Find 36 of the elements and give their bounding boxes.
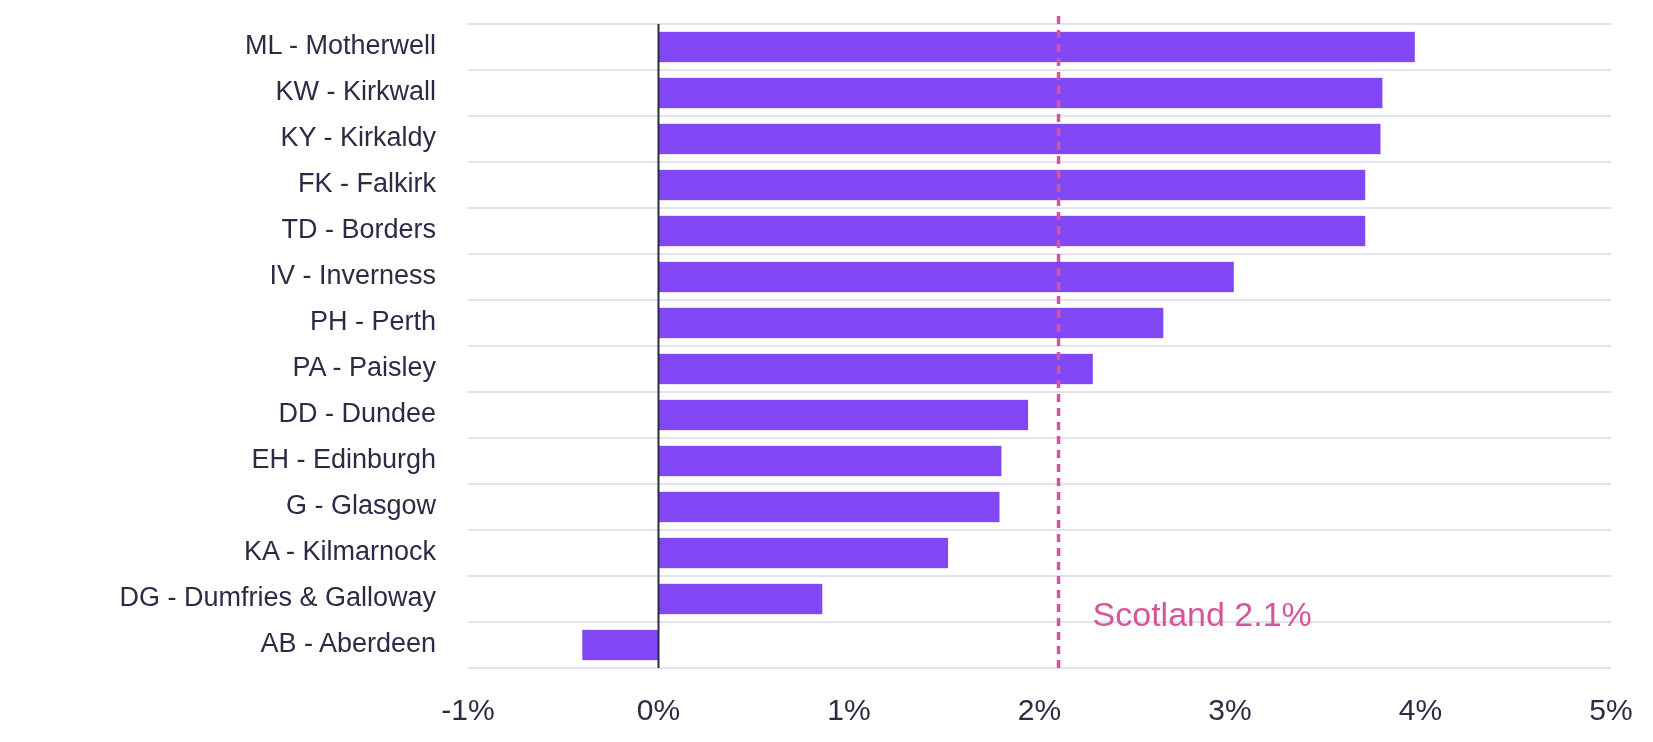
y-tick-label: ML - Motherwell: [244, 30, 436, 61]
bar: [658, 261, 1234, 293]
y-tick-label: TD - Borders: [281, 214, 436, 245]
bar: [582, 629, 659, 661]
ref-line-label: Scotland 2.1%: [1092, 594, 1312, 633]
y-tick-label: FK - Falkirk: [298, 168, 437, 199]
x-tick-label: 0%: [636, 693, 681, 726]
bar: [658, 215, 1366, 247]
x-tick-label: 2%: [1017, 693, 1062, 726]
y-tick-label: PA - Paisley: [292, 352, 437, 383]
y-tick-label: AB - Aberdeen: [260, 628, 436, 659]
bar: [658, 537, 949, 569]
y-tick-label: DG - Dumfries & Galloway: [119, 582, 437, 613]
bar: [658, 123, 1381, 155]
x-tick-label: 1%: [827, 693, 871, 726]
x-tick-label: 5%: [1589, 693, 1633, 726]
bar: [658, 31, 1415, 63]
y-tick-label: IV - Inverness: [269, 260, 436, 291]
y-tick-label: EH - Edinburgh: [251, 444, 436, 475]
bar: [658, 77, 1383, 109]
bar: [658, 399, 1029, 431]
y-tick-label: KA - Kilmarnock: [243, 536, 437, 567]
y-tick-label: KY - Kirkaldy: [280, 122, 437, 153]
bar: [658, 445, 1002, 477]
y-tick-label: PH - Perth: [309, 306, 436, 337]
x-tick-label: 4%: [1398, 693, 1443, 726]
x-tick-label: -1%: [441, 693, 495, 726]
y-tick-label: KW - Kirkwall: [275, 76, 436, 107]
bar: [658, 491, 1000, 523]
bar: [658, 353, 1093, 385]
x-tick-label: 3%: [1208, 693, 1252, 726]
y-tick-label: DD - Dundee: [278, 398, 436, 429]
bar: [658, 169, 1366, 201]
y-tick-label: G - Glasgow: [285, 490, 437, 521]
bar: [658, 307, 1164, 339]
bar: [658, 583, 823, 615]
